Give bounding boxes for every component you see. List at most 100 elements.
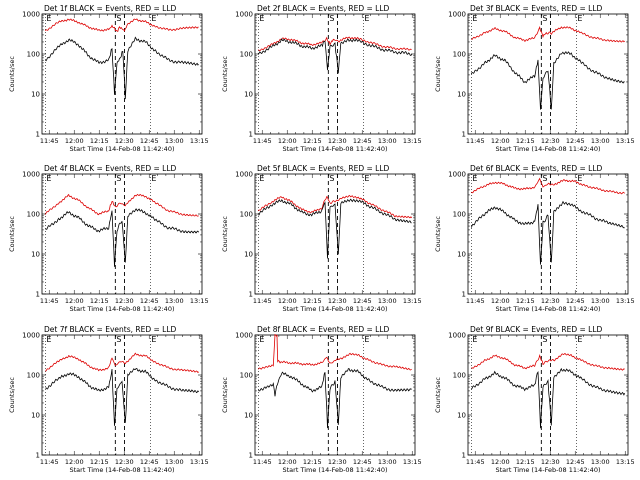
panel-title: Det 8f BLACK = Events, RED = LLD — [257, 325, 390, 334]
y-tick-label: 1 — [249, 452, 253, 460]
x-tick-label: 13:15 — [190, 137, 209, 145]
y-tick-label: 1 — [462, 131, 466, 139]
x-tick-label: 12:45 — [353, 458, 372, 466]
y-tick-label: 100 — [240, 211, 253, 219]
x-tick-label: 12:00 — [65, 137, 84, 145]
plot-frame — [41, 173, 203, 295]
lld-series-line — [471, 177, 625, 195]
marker-label: S — [329, 14, 334, 23]
marker-label: S — [329, 335, 334, 344]
x-tick-label: 11:45 — [253, 137, 272, 145]
x-tick-label: 12:00 — [491, 137, 510, 145]
x-tick-label: 12:30 — [541, 458, 560, 466]
x-tick-label: 12:00 — [491, 297, 510, 305]
y-axis-label: Counts/sec — [8, 56, 16, 92]
y-tick-label: 1000 — [22, 171, 40, 179]
y-axis-label: Counts/sec — [434, 377, 442, 413]
y-tick-label: 10 — [31, 412, 40, 420]
x-tick-label: 11:45 — [40, 137, 59, 145]
x-tick-label: 12:15 — [516, 297, 535, 305]
x-tick-label: 11:45 — [466, 297, 485, 305]
y-axis-label: Counts/sec — [221, 377, 229, 413]
events-series-line — [45, 368, 199, 426]
marker-label: E — [577, 14, 582, 23]
events-series-line — [470, 51, 625, 110]
y-tick-label: 100 — [27, 211, 40, 219]
lld-series-line — [44, 193, 199, 217]
x-tick-label: 11:45 — [253, 458, 272, 466]
x-tick-label: 12:15 — [303, 297, 322, 305]
marker-label: E — [472, 14, 477, 23]
x-tick-label: 12:00 — [65, 297, 84, 305]
x-tick-label: 12:30 — [115, 137, 134, 145]
y-tick-label: 10 — [31, 251, 40, 259]
marker-label: E — [46, 14, 51, 23]
plot-frame — [467, 334, 629, 456]
x-tick-label: 12:45 — [353, 297, 372, 305]
y-tick-label: 10 — [244, 251, 253, 259]
y-axis-label: Counts/sec — [221, 56, 229, 92]
y-tick-label: 1 — [249, 291, 253, 299]
events-series-line — [45, 36, 199, 100]
y-tick-label: 1000 — [448, 171, 466, 179]
detector-panel: Det 3f BLACK = Events, RED = LLD 1 10 100 10… — [434, 4, 635, 153]
x-axis-label: Start Time (14-Feb-08 11:42:40) — [283, 145, 388, 153]
plot-frame — [467, 13, 629, 135]
y-tick-label: 1 — [36, 291, 40, 299]
x-tick-label: 12:30 — [328, 458, 347, 466]
panel-title: Det 5f BLACK = Events, RED = LLD — [257, 164, 390, 173]
x-tick-label: 11:45 — [466, 458, 485, 466]
y-axis-label: Counts/sec — [434, 56, 442, 92]
x-tick-label: 11:45 — [253, 297, 272, 305]
x-tick-label: 13:15 — [616, 458, 635, 466]
x-tick-label: 11:45 — [40, 458, 59, 466]
y-axis-label: Counts/sec — [8, 377, 16, 413]
events-series-line — [471, 367, 626, 429]
panel-title: Det 2f BLACK = Events, RED = LLD — [257, 4, 390, 13]
x-tick-label: 12:45 — [353, 137, 372, 145]
x-tick-label: 12:45 — [566, 458, 585, 466]
x-tick-label: 11:45 — [40, 297, 59, 305]
y-tick-label: 10 — [457, 91, 466, 99]
x-tick-label: 13:00 — [591, 297, 610, 305]
x-tick-label: 12:30 — [115, 458, 134, 466]
x-tick-label: 12:15 — [303, 137, 322, 145]
x-tick-label: 12:00 — [491, 458, 510, 466]
x-tick-label: 13:00 — [591, 137, 610, 145]
y-axis-label: Counts/sec — [8, 216, 16, 252]
x-tick-label: 13:00 — [378, 458, 397, 466]
panel-title: Det 4f BLACK = Events, RED = LLD — [44, 164, 177, 173]
x-tick-label: 12:15 — [90, 137, 109, 145]
lld-series-line — [258, 194, 413, 219]
y-tick-label: 100 — [240, 372, 253, 380]
x-tick-label: 13:00 — [591, 458, 610, 466]
x-tick-label: 12:45 — [140, 297, 159, 305]
x-tick-label: 11:45 — [466, 137, 485, 145]
x-tick-label: 13:00 — [378, 297, 397, 305]
y-tick-label: 1000 — [448, 332, 466, 340]
x-tick-label: 13:00 — [165, 137, 184, 145]
x-tick-label: 13:00 — [165, 458, 184, 466]
marker-label: E — [46, 174, 51, 183]
detector-panel: Det 6f BLACK = Events, RED = LLD 1 10 100 10… — [434, 164, 635, 313]
x-tick-label: 13:00 — [165, 297, 184, 305]
x-tick-label: 12:00 — [278, 137, 297, 145]
detector-panel: Det 9f BLACK = Events, RED = LLD 1 10 100 10… — [434, 325, 635, 474]
marker-label: S — [542, 174, 547, 183]
y-tick-label: 10 — [244, 91, 253, 99]
y-tick-label: 100 — [453, 372, 466, 380]
marker-label: E — [259, 174, 264, 183]
x-axis-label: Start Time (14-Feb-08 11:42:40) — [70, 145, 175, 153]
y-tick-label: 1000 — [448, 11, 466, 19]
plot-frame — [254, 173, 416, 295]
y-tick-label: 1000 — [235, 171, 253, 179]
marker-label: S — [116, 14, 121, 23]
lld-series-line — [471, 353, 625, 371]
x-tick-label: 12:45 — [140, 137, 159, 145]
x-axis-label: Start Time (14-Feb-08 11:42:40) — [283, 466, 388, 474]
events-series-line — [470, 200, 625, 265]
x-tick-label: 12:45 — [566, 297, 585, 305]
x-axis-label: Start Time (14-Feb-08 11:42:40) — [283, 305, 388, 313]
detector-panel: Det 4f BLACK = Events, RED = LLD 1 10 100 10… — [8, 164, 209, 313]
